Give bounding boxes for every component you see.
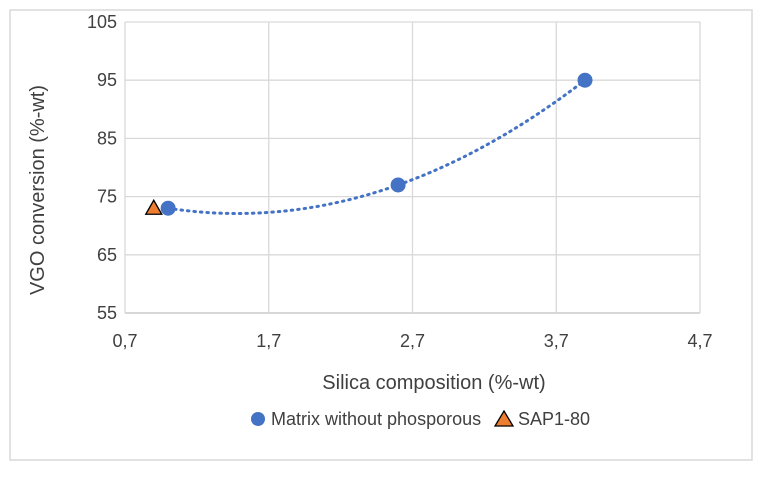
x-tick-label: 3,7 bbox=[544, 331, 569, 351]
chart-border bbox=[9, 9, 753, 461]
trendline bbox=[166, 78, 587, 216]
y-tick-label: 55 bbox=[97, 303, 117, 323]
x-tick-label: 1,7 bbox=[256, 331, 281, 351]
y-tick-label: 105 bbox=[87, 12, 117, 32]
y-tick-label: 85 bbox=[97, 128, 117, 148]
y-tick-label: 95 bbox=[97, 70, 117, 90]
data-point-matrix bbox=[160, 200, 176, 216]
grid bbox=[124, 21, 701, 314]
x-tick-label: 2,7 bbox=[400, 331, 425, 351]
legend-marker-sap bbox=[493, 409, 515, 427]
x-tick-labels: 0,7 1,7 2,7 3,7 4,7 bbox=[112, 331, 712, 351]
y-tick-labels: 55 65 75 85 95 105 bbox=[87, 12, 117, 323]
legend-label-matrix: Matrix without phosporous bbox=[271, 409, 481, 429]
x-tick-label: 0,7 bbox=[112, 331, 137, 351]
data-points bbox=[144, 72, 593, 216]
data-point-sap1-80 bbox=[144, 198, 163, 215]
y-tick-label: 75 bbox=[97, 187, 117, 207]
y-axis-title: VGO conversion (%-wt) bbox=[27, 85, 49, 295]
y-tick-label: 65 bbox=[97, 245, 117, 265]
x-axis-title: Silica composition (%-wt) bbox=[322, 372, 545, 394]
legend: Matrix without phosporous SAP1-80 bbox=[251, 409, 590, 429]
data-point-matrix bbox=[390, 177, 406, 193]
x-tick-label: 4,7 bbox=[687, 331, 712, 351]
data-point-matrix bbox=[577, 72, 593, 88]
legend-marker-matrix bbox=[251, 412, 265, 426]
legend-label-sap: SAP1-80 bbox=[518, 409, 590, 429]
